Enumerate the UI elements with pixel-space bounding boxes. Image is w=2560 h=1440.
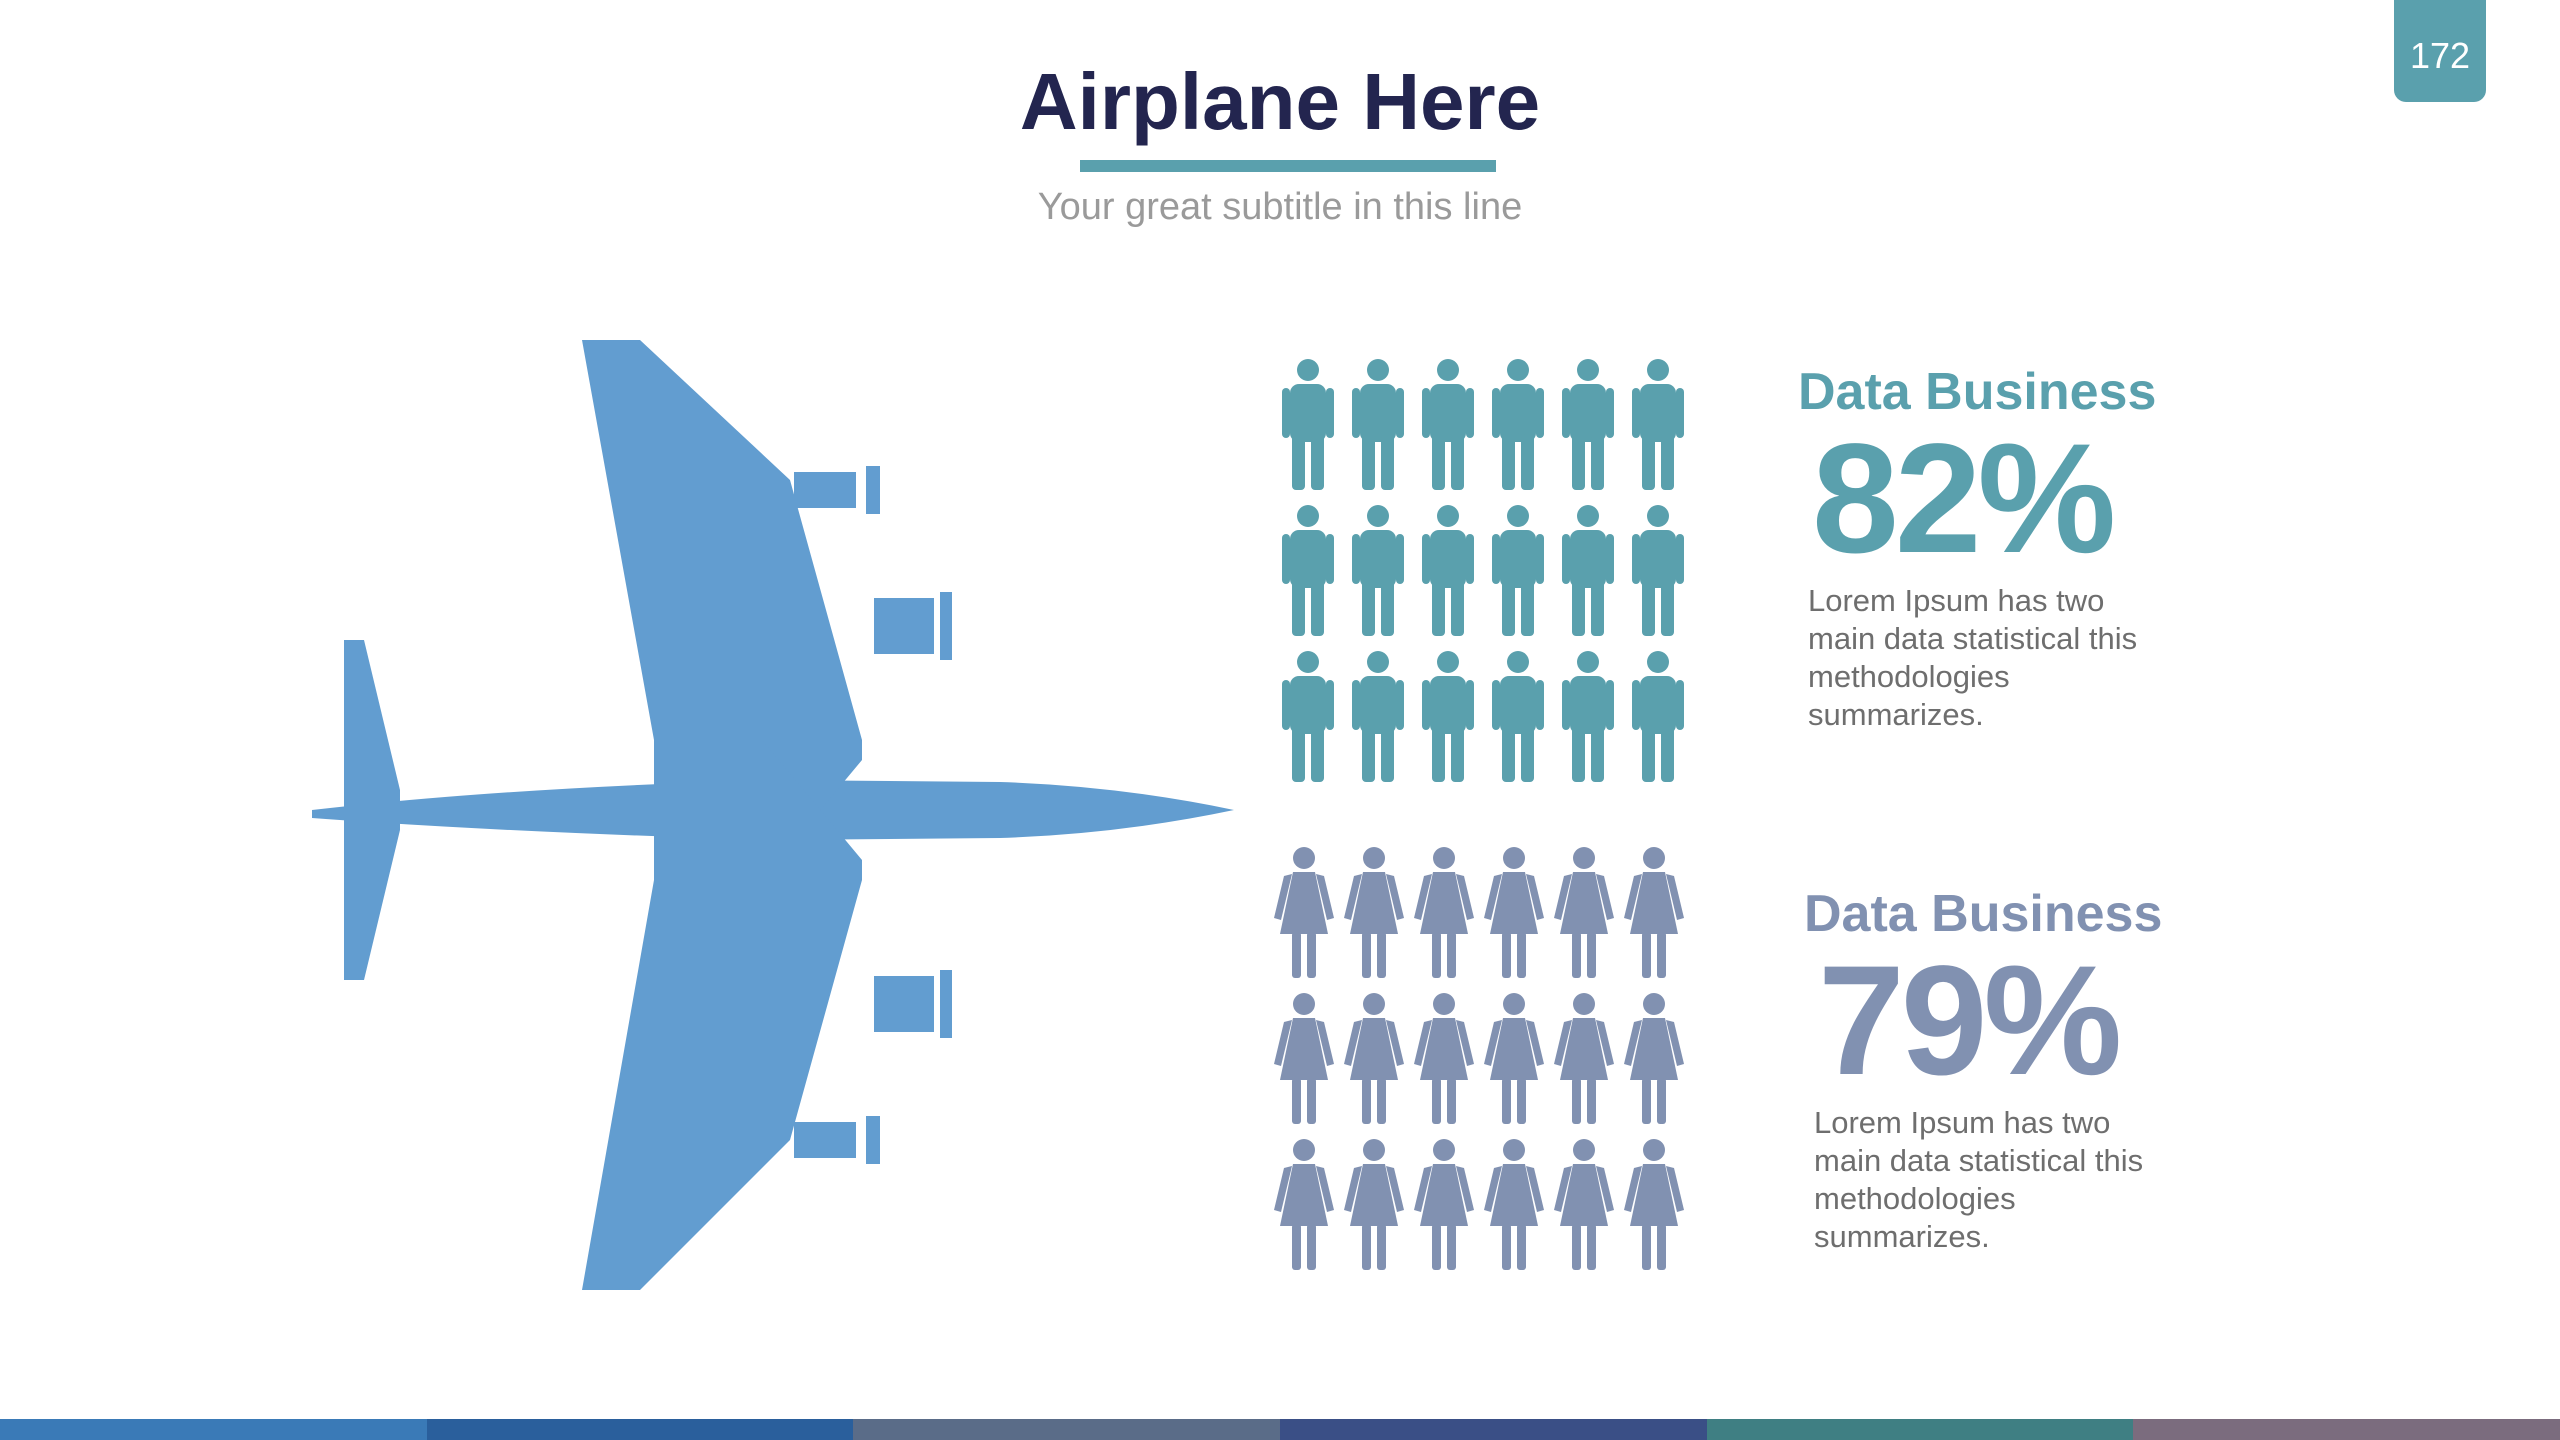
female-person-icon [1554, 1139, 1614, 1270]
female-person-icon [1414, 1139, 1474, 1270]
female-person-icon [1624, 847, 1684, 978]
stat-value: 79% [1818, 934, 2122, 1108]
stat-block-1: Data Business 82% Lorem Ipsum has two ma… [1798, 360, 2238, 734]
page-number: 172 [2394, 0, 2486, 102]
male-person-icon [1422, 505, 1474, 636]
male-person-icon [1562, 651, 1614, 782]
female-person-icon [1554, 847, 1614, 978]
male-person-icon [1352, 651, 1404, 782]
female-person-icon [1484, 1139, 1544, 1270]
female-person-icon [1484, 993, 1544, 1124]
female-person-icon [1344, 847, 1404, 978]
female-person-icon [1414, 993, 1474, 1124]
female-person-icon [1624, 993, 1684, 1124]
male-person-icon [1632, 505, 1684, 636]
male-person-icon [1282, 505, 1334, 636]
footer-segment [1706, 1419, 2134, 1440]
male-person-icon [1352, 505, 1404, 636]
male-person-icon [1422, 359, 1474, 490]
male-person-icon [1632, 359, 1684, 490]
stat-description: Lorem Ipsum has two main data statistica… [1814, 1105, 2144, 1254]
stat-heading: Data Business [1798, 363, 2157, 421]
footer-color-bar [0, 1419, 2560, 1440]
male-icons-grid [1278, 358, 1708, 798]
male-person-icon [1282, 359, 1334, 490]
stat-value: 82% [1812, 412, 2116, 586]
male-person-icon [1352, 359, 1404, 490]
stat-description: Lorem Ipsum has two main data statistica… [1808, 583, 2138, 732]
female-person-icon [1344, 1139, 1404, 1270]
male-person-icon [1562, 359, 1614, 490]
female-person-icon [1274, 847, 1334, 978]
airplane-icon [312, 340, 1234, 1290]
stat-block-2: Data Business 79% Lorem Ipsum has two ma… [1804, 882, 2244, 1256]
footer-segment [426, 1419, 854, 1440]
female-person-icon [1624, 1139, 1684, 1270]
male-person-icon [1492, 651, 1544, 782]
male-person-icon [1492, 359, 1544, 490]
male-person-icon [1422, 651, 1474, 782]
male-person-icon [1562, 505, 1614, 636]
female-person-icon [1344, 993, 1404, 1124]
female-person-icon [1414, 847, 1474, 978]
footer-segment [0, 1419, 427, 1440]
stat-heading: Data Business [1804, 885, 2163, 943]
page-title: Airplane Here [1019, 57, 1541, 146]
footer-segment [1280, 1419, 1707, 1440]
male-person-icon [1632, 651, 1684, 782]
footer-segment [2133, 1419, 2560, 1440]
title-underline [1080, 160, 1496, 172]
female-person-icon [1274, 1139, 1334, 1270]
footer-segment [853, 1419, 1281, 1440]
male-person-icon [1492, 505, 1544, 636]
page-subtitle: Your great subtitle in this line [1037, 186, 1523, 228]
female-person-icon [1484, 847, 1544, 978]
male-person-icon [1282, 651, 1334, 782]
female-icons-grid [1274, 846, 1704, 1286]
female-person-icon [1274, 993, 1334, 1124]
female-person-icon [1554, 993, 1614, 1124]
